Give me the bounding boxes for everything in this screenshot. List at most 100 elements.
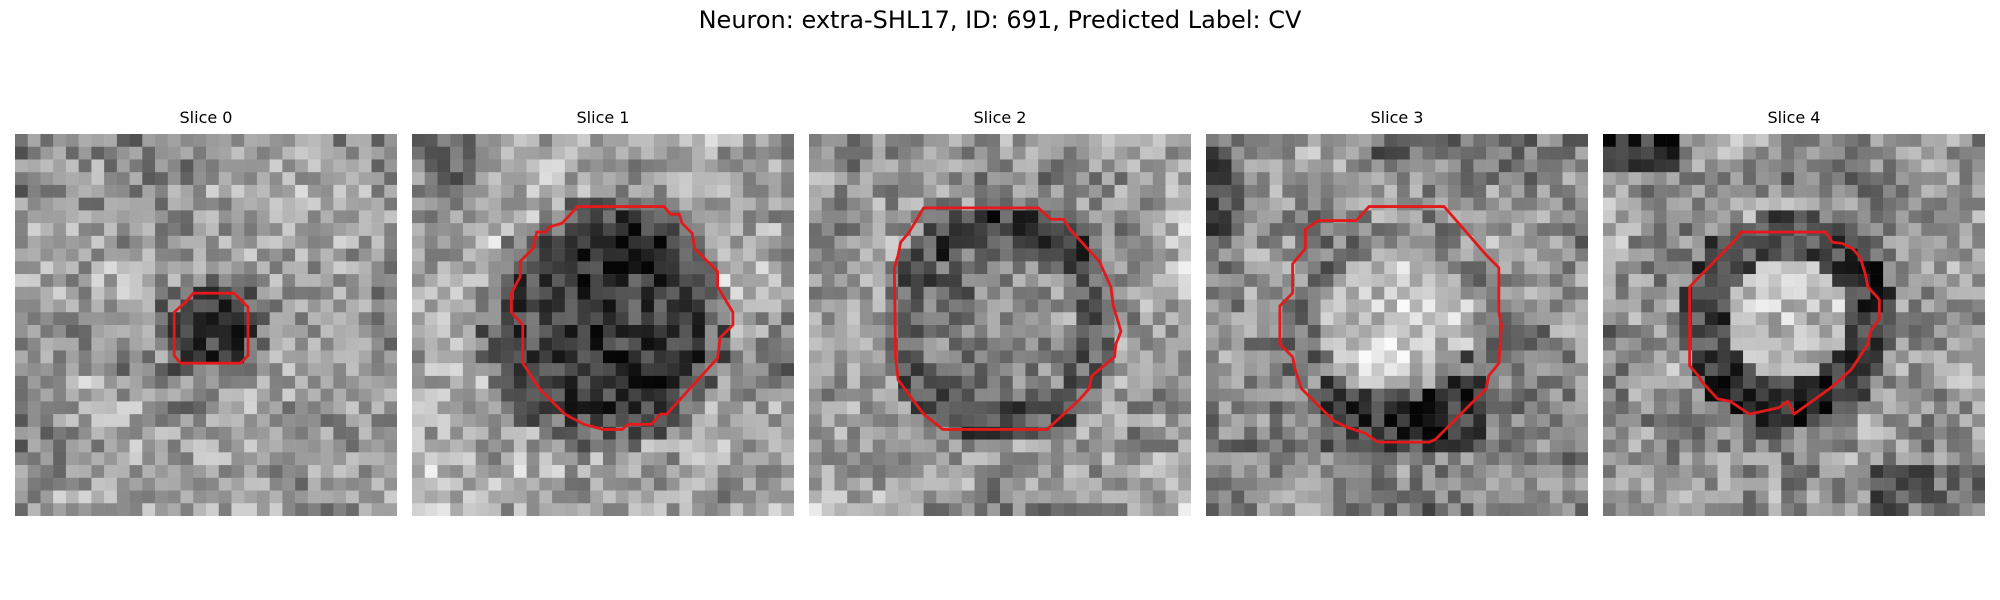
pixel: [1244, 363, 1258, 377]
pixel: [1806, 503, 1820, 516]
pixel: [218, 261, 232, 275]
pixel: [320, 299, 334, 313]
pixel: [1206, 363, 1219, 377]
pixel: [653, 426, 667, 440]
pixel: [1511, 274, 1525, 288]
pixel: [1282, 210, 1296, 224]
pixel: [1883, 414, 1897, 428]
pixel: [1140, 477, 1154, 491]
pixel: [488, 286, 502, 300]
pixel: [193, 325, 207, 338]
pixel: [1165, 197, 1179, 211]
pixel: [1460, 452, 1474, 466]
pixel: [1244, 375, 1258, 389]
pixel: [320, 248, 334, 262]
pixel: [1641, 426, 1655, 440]
pixel: [424, 248, 438, 262]
pixel: [1883, 375, 1897, 389]
pixel: [1819, 439, 1833, 453]
pixel: [1562, 299, 1576, 313]
pixel: [1794, 184, 1807, 198]
pixel: [475, 375, 489, 389]
pixel: [104, 465, 118, 479]
pixel: [1114, 223, 1128, 237]
pixel: [1641, 159, 1655, 173]
pixel: [961, 337, 975, 351]
pixel: [206, 350, 219, 364]
pixel: [1819, 363, 1833, 377]
pixel: [437, 197, 451, 211]
pixel: [462, 490, 476, 504]
pixel: [1307, 146, 1321, 160]
pixel: [743, 439, 757, 453]
pixel: [1959, 172, 1973, 186]
pixel: [1743, 248, 1757, 262]
pixel: [577, 312, 591, 326]
pixel: [821, 465, 835, 479]
pixel: [1857, 184, 1871, 198]
pixel: [603, 375, 616, 389]
pixel: [628, 274, 642, 288]
pixel: [501, 350, 515, 364]
pixel: [1934, 261, 1948, 275]
pixel: [91, 401, 105, 415]
pixel: [1603, 414, 1616, 428]
pixel: [155, 210, 169, 224]
pixel: [1460, 490, 1474, 504]
pixel: [1692, 223, 1706, 237]
pixel: [603, 414, 616, 428]
pixel: [412, 452, 425, 466]
pixel: [1537, 210, 1551, 224]
pixel: [603, 159, 616, 173]
pixel: [1409, 503, 1423, 516]
pixel: [1524, 337, 1538, 351]
pixel: [295, 146, 309, 160]
pixel: [1819, 452, 1833, 466]
pixel: [1562, 235, 1576, 249]
pixel: [1806, 439, 1820, 453]
pixel: [1934, 235, 1948, 249]
pixel: [1460, 439, 1474, 453]
pixel: [1114, 465, 1128, 479]
pixel: [437, 490, 451, 504]
pixel: [1832, 350, 1846, 364]
pixel: [1333, 375, 1347, 389]
pixel: [577, 350, 591, 364]
pixel: [1140, 465, 1154, 479]
pixel: [885, 159, 899, 173]
pixel: [1934, 375, 1948, 389]
pixel: [768, 503, 782, 516]
pixel: [1282, 363, 1296, 377]
pixel: [1615, 414, 1629, 428]
pixel: [1050, 439, 1064, 453]
pixel: [15, 325, 28, 338]
pixel: [1972, 414, 1985, 428]
pixel: [552, 134, 566, 147]
pixel: [781, 197, 794, 211]
pixel: [1844, 197, 1858, 211]
pixel: [1730, 274, 1744, 288]
pixel: [1409, 388, 1423, 402]
pixel: [1486, 414, 1500, 428]
pixel: [1832, 490, 1846, 504]
pixel: [1063, 350, 1077, 364]
pixel: [501, 490, 515, 504]
pixel: [1384, 465, 1398, 479]
pixel: [78, 490, 92, 504]
pixel: [1946, 414, 1960, 428]
pixel: [809, 261, 822, 275]
pixel: [450, 490, 464, 504]
pixel: [40, 248, 54, 262]
pixel: [1857, 388, 1871, 402]
pixel: [666, 159, 680, 173]
pixel: [180, 146, 194, 160]
pixel: [1244, 477, 1258, 491]
pixel: [1000, 350, 1013, 364]
pixel: [1371, 325, 1385, 338]
pixel: [821, 286, 835, 300]
pixel: [1409, 337, 1423, 351]
pixel: [346, 477, 360, 491]
pixel: [1140, 274, 1154, 288]
pixel: [1549, 477, 1563, 491]
pixel: [78, 439, 92, 453]
